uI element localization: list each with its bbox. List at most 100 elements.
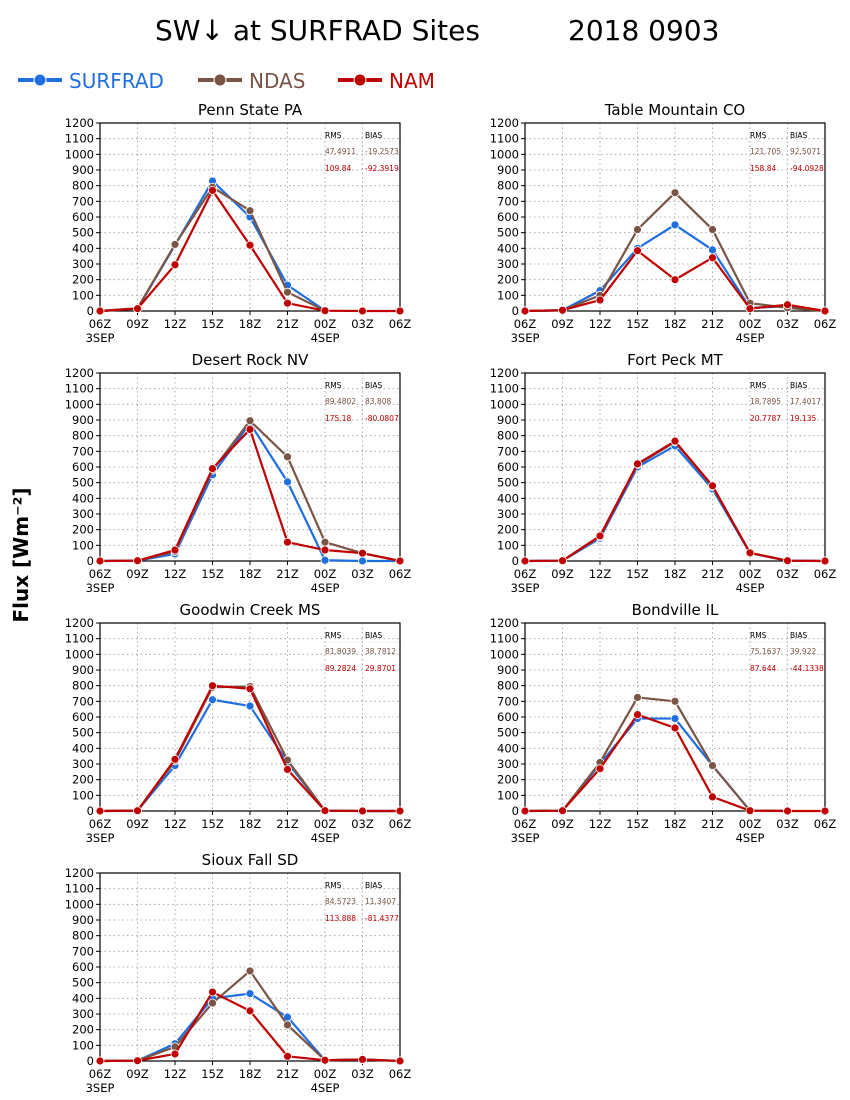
series-nam <box>520 246 830 316</box>
stats-rms-ndas: 18.7895 <box>750 397 781 406</box>
y-tick-label: 600 <box>497 710 519 724</box>
y-tick-label: 200 <box>72 273 94 287</box>
stats-bias-nam: -44.1338 <box>790 664 824 673</box>
x-tick-label: 21Z <box>701 817 724 831</box>
stats-bias-ndas: 38.7812 <box>365 647 396 656</box>
x-tick-label: 06Z <box>389 567 412 581</box>
y-tick-label: 600 <box>72 960 94 974</box>
data-point-nam <box>208 987 217 997</box>
x-tick-label: 03Z <box>351 567 374 581</box>
y-tick-label: 1100 <box>65 882 94 896</box>
data-point-surfrad <box>670 714 680 723</box>
x-tick-label: 09Z <box>126 1067 149 1081</box>
y-tick-label: 700 <box>497 694 519 708</box>
x-tick-label: 09Z <box>551 817 574 831</box>
y-tick-label: 1100 <box>490 632 519 646</box>
data-point-nam <box>95 556 105 566</box>
y-tick-label: 600 <box>72 710 94 724</box>
x-tick-label: 18Z <box>239 1067 262 1081</box>
stats-header-rms: RMS <box>325 131 342 140</box>
data-point-ndas <box>708 225 717 234</box>
data-point-ndas <box>245 966 255 976</box>
data-point-nam <box>595 531 605 541</box>
y-tick-label: 1100 <box>65 382 94 396</box>
data-point-ndas <box>245 206 255 216</box>
data-point-nam <box>283 298 292 308</box>
data-point-ndas <box>283 287 292 297</box>
y-tick-label: 500 <box>497 226 519 240</box>
y-tick-label: 500 <box>72 226 94 240</box>
y-tick-label: 400 <box>72 241 94 255</box>
y-tick-label: 300 <box>497 507 519 521</box>
panel-title: Fort Peck MT <box>627 351 723 369</box>
y-tick-label: 400 <box>72 991 94 1005</box>
data-point-ndas <box>320 537 330 547</box>
y-tick-label: 1100 <box>65 632 94 646</box>
y-tick-label: 1100 <box>65 132 94 146</box>
y-tick-label: 1000 <box>490 647 519 661</box>
x-tick-label: 09Z <box>126 567 149 581</box>
x-tick-label: 21Z <box>276 1067 299 1081</box>
y-tick-label: 400 <box>497 241 519 255</box>
stats-box: RMS BIAS 121.705 92.5071 158.84 -94.0928 <box>748 130 828 173</box>
y-tick-label: 800 <box>72 179 94 193</box>
stats-header-rms: RMS <box>325 881 342 890</box>
stats-header-bias: BIAS <box>790 381 807 390</box>
data-point-ndas <box>170 240 180 249</box>
x-tick-label: 06Z <box>814 317 837 331</box>
stats-rms-nam: 109.84 <box>325 164 351 173</box>
series-ndas <box>520 188 830 316</box>
data-point-nam <box>745 548 755 558</box>
stats-bias-ndas: 17.4017 <box>790 397 821 406</box>
legend-item-nam: NAM <box>338 69 435 93</box>
data-point-nam <box>708 253 717 263</box>
data-point-nam <box>133 556 142 566</box>
stats-rms-ndas: 89.4802 <box>325 397 356 406</box>
y-tick-label: 800 <box>497 179 519 193</box>
data-point-nam <box>708 481 717 491</box>
data-point-nam <box>133 806 142 816</box>
y-tick-label: 900 <box>72 913 94 927</box>
data-point-nam <box>245 684 255 694</box>
x-tick-label: 21Z <box>701 317 724 331</box>
x-tick-label: 15Z <box>201 567 224 581</box>
x-tick-label: 18Z <box>239 567 262 581</box>
y-tick-label: 1000 <box>65 147 94 161</box>
x-tick-label: 18Z <box>664 567 687 581</box>
x-tick-label: 06Z <box>389 1067 412 1081</box>
data-point-nam <box>670 436 680 446</box>
x-tick-label: 12Z <box>589 817 612 831</box>
y-tick-label: 900 <box>72 163 94 177</box>
data-point-nam <box>283 765 292 774</box>
panels: Penn State PA010020030040050060070080090… <box>65 101 837 1095</box>
stats-bias-nam: -94.0928 <box>790 164 824 173</box>
data-point-nam <box>745 304 755 314</box>
x-date-label: 4SEP <box>736 331 765 345</box>
x-tick-label: 06Z <box>814 567 837 581</box>
y-tick-label: 100 <box>72 1038 94 1052</box>
x-tick-label: 03Z <box>351 1067 374 1081</box>
y-tick-label: 200 <box>497 273 519 287</box>
stats-box: RMS BIAS 75.1637 39.922 87.644 -44.1338 <box>748 630 828 673</box>
figure-title: SW↓ at SURFRAD Sites <box>155 14 480 47</box>
stats-box: RMS BIAS 47.4911 -19.2573 109.84 -92.3919 <box>323 130 403 173</box>
x-tick-label: 06Z <box>89 817 112 831</box>
stats-rms-ndas: 81.8039 <box>325 647 356 656</box>
y-tick-label: 900 <box>497 413 519 427</box>
x-tick-label: 03Z <box>776 817 799 831</box>
y-tick-label: 700 <box>497 194 519 208</box>
x-date-label: 4SEP <box>311 581 340 595</box>
x-tick-label: 09Z <box>126 317 149 331</box>
data-point-ndas <box>708 761 717 770</box>
x-date-label: 3SEP <box>511 331 540 345</box>
panel-title: Sioux Fall SD <box>202 851 299 869</box>
series-line-ndas <box>99 969 401 1063</box>
data-point-nam <box>558 556 567 566</box>
y-tick-label: 600 <box>72 460 94 474</box>
data-point-nam <box>133 1056 142 1066</box>
